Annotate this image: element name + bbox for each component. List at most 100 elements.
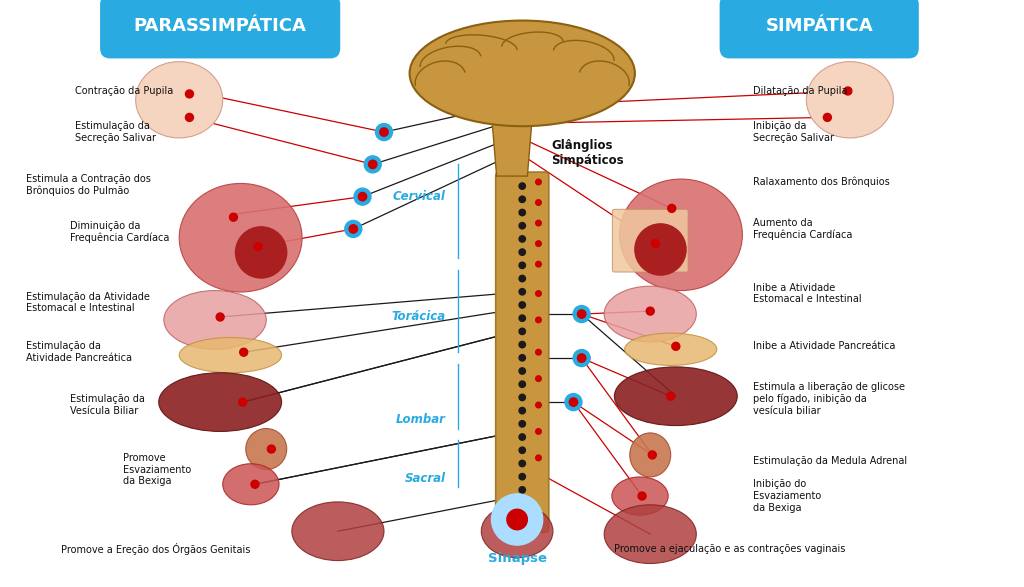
Circle shape xyxy=(536,241,542,247)
Circle shape xyxy=(519,368,525,374)
Circle shape xyxy=(519,222,525,229)
Circle shape xyxy=(519,407,525,414)
Circle shape xyxy=(578,310,586,318)
Circle shape xyxy=(536,200,542,205)
Text: Promove a Ereção dos Órgãos Genitais: Promove a Ereção dos Órgãos Genitais xyxy=(61,543,251,555)
Circle shape xyxy=(536,261,542,267)
Circle shape xyxy=(646,307,654,315)
Circle shape xyxy=(236,227,287,278)
Circle shape xyxy=(536,429,542,434)
Circle shape xyxy=(519,342,525,348)
Circle shape xyxy=(376,124,392,140)
Circle shape xyxy=(519,394,525,401)
Ellipse shape xyxy=(614,367,737,426)
FancyBboxPatch shape xyxy=(720,0,919,59)
Circle shape xyxy=(823,113,831,122)
Ellipse shape xyxy=(179,338,282,373)
Ellipse shape xyxy=(612,477,668,515)
Text: Sinapse: Sinapse xyxy=(487,552,547,565)
FancyBboxPatch shape xyxy=(100,0,340,59)
Circle shape xyxy=(240,348,248,356)
Ellipse shape xyxy=(292,502,384,561)
Ellipse shape xyxy=(481,505,553,558)
Circle shape xyxy=(668,204,676,212)
Circle shape xyxy=(648,451,656,459)
Text: Sacral: Sacral xyxy=(404,472,445,485)
Ellipse shape xyxy=(159,373,282,431)
Ellipse shape xyxy=(164,291,266,349)
Circle shape xyxy=(365,156,381,173)
Text: Inibe a Atividade Pancreática: Inibe a Atividade Pancreática xyxy=(753,341,895,352)
FancyBboxPatch shape xyxy=(496,172,549,532)
Ellipse shape xyxy=(246,429,287,470)
FancyBboxPatch shape xyxy=(612,210,688,272)
Text: Ralaxamento dos Brônquios: Ralaxamento dos Brônquios xyxy=(753,177,890,187)
Text: Aumento da
Frequência Cardíaca: Aumento da Frequência Cardíaca xyxy=(753,218,852,240)
Circle shape xyxy=(536,220,542,226)
Circle shape xyxy=(216,313,224,321)
Circle shape xyxy=(267,445,275,453)
Text: Torácica: Torácica xyxy=(391,311,445,323)
Circle shape xyxy=(519,460,525,467)
Ellipse shape xyxy=(135,62,223,138)
Ellipse shape xyxy=(604,505,696,564)
Text: Glânglios
Simpáticos: Glânglios Simpáticos xyxy=(551,139,624,167)
Circle shape xyxy=(651,239,659,248)
Circle shape xyxy=(573,350,590,366)
Ellipse shape xyxy=(223,464,279,505)
Circle shape xyxy=(519,275,525,282)
Circle shape xyxy=(635,224,686,275)
Polygon shape xyxy=(492,114,532,176)
Circle shape xyxy=(519,210,525,215)
Circle shape xyxy=(519,315,525,321)
Circle shape xyxy=(519,262,525,268)
Circle shape xyxy=(667,392,675,400)
Circle shape xyxy=(519,474,525,480)
Text: PARASSIMPÁTICA: PARASSIMPÁTICA xyxy=(134,18,306,35)
Circle shape xyxy=(354,188,371,205)
Circle shape xyxy=(565,394,582,410)
Circle shape xyxy=(519,355,525,361)
Text: Estimulação da Atividade
Estomacal e Intestinal: Estimulação da Atividade Estomacal e Int… xyxy=(26,292,150,313)
Circle shape xyxy=(519,328,525,335)
Circle shape xyxy=(519,447,525,454)
Text: Dilatação da Pupila: Dilatação da Pupila xyxy=(753,86,847,96)
Circle shape xyxy=(536,455,542,461)
Ellipse shape xyxy=(179,183,302,292)
Circle shape xyxy=(519,487,525,493)
Circle shape xyxy=(638,492,646,500)
Circle shape xyxy=(536,349,542,355)
Text: Promove
Esvaziamento
da Bexiga: Promove Esvaziamento da Bexiga xyxy=(123,453,191,486)
Circle shape xyxy=(507,510,527,529)
Text: Inibe a Atividade
Estomacal e Intestinal: Inibe a Atividade Estomacal e Intestinal xyxy=(753,283,861,304)
Circle shape xyxy=(185,90,194,98)
Circle shape xyxy=(349,225,357,233)
Text: Estimulação da
Atividade Pancreática: Estimulação da Atividade Pancreática xyxy=(26,342,132,363)
Circle shape xyxy=(536,317,542,323)
Circle shape xyxy=(380,128,388,136)
Circle shape xyxy=(185,113,194,122)
Circle shape xyxy=(251,480,259,488)
Circle shape xyxy=(519,302,525,308)
Circle shape xyxy=(536,291,542,296)
Text: Estimulação da Medula Adrenal: Estimulação da Medula Adrenal xyxy=(753,456,907,466)
Text: Estimula a liberação de glicose
pelo fígado, inibição da
vesícula biliar: Estimula a liberação de glicose pelo fíg… xyxy=(753,382,904,416)
Text: Estimula a Contração dos
Brônquios do Pulmão: Estimula a Contração dos Brônquios do Pu… xyxy=(26,174,151,196)
Circle shape xyxy=(519,183,525,189)
Circle shape xyxy=(536,376,542,382)
Ellipse shape xyxy=(807,62,893,138)
Circle shape xyxy=(229,213,238,221)
Text: Promove a ejaculação e as contrações vaginais: Promove a ejaculação e as contrações vag… xyxy=(614,544,846,554)
Circle shape xyxy=(369,160,377,168)
Circle shape xyxy=(254,242,262,251)
Text: Inibição do
Esvaziamento
da Bexiga: Inibição do Esvaziamento da Bexiga xyxy=(753,480,821,512)
Text: Inibição da
Secreção Salivar: Inibição da Secreção Salivar xyxy=(753,122,834,143)
Text: Lombar: Lombar xyxy=(395,413,445,426)
Ellipse shape xyxy=(630,433,671,477)
Circle shape xyxy=(519,196,525,203)
Circle shape xyxy=(578,354,586,362)
Circle shape xyxy=(519,434,525,440)
Ellipse shape xyxy=(620,179,742,291)
Text: Estimulação da
Secreção Salivar: Estimulação da Secreção Salivar xyxy=(75,122,156,143)
Circle shape xyxy=(536,179,542,185)
